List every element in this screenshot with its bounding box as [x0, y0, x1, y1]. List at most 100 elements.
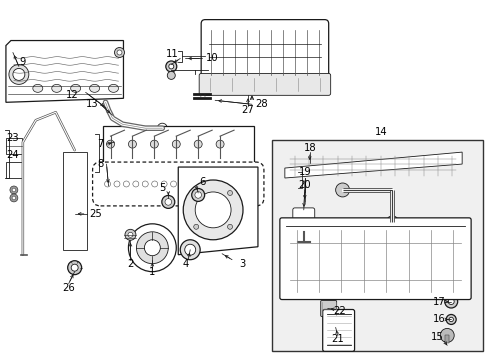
Circle shape	[237, 181, 243, 187]
Text: 9: 9	[20, 58, 26, 67]
Text: 14: 14	[375, 127, 388, 137]
Text: 13: 13	[86, 99, 99, 109]
Text: 27: 27	[242, 105, 254, 115]
Circle shape	[125, 229, 136, 240]
Circle shape	[157, 123, 167, 133]
Text: 17: 17	[433, 297, 445, 306]
Circle shape	[185, 244, 196, 255]
Circle shape	[180, 240, 200, 260]
Bar	[445, 336, 449, 343]
Circle shape	[227, 190, 233, 195]
Circle shape	[13, 68, 25, 80]
Bar	[102, 126, 254, 168]
Circle shape	[199, 181, 205, 187]
Circle shape	[445, 295, 458, 308]
Polygon shape	[6, 41, 123, 102]
Ellipse shape	[52, 84, 62, 92]
Text: 28: 28	[256, 99, 268, 109]
Circle shape	[446, 315, 456, 324]
Text: ⊟: ⊟	[199, 93, 205, 99]
Circle shape	[9, 64, 29, 84]
Text: 20: 20	[298, 180, 311, 190]
Circle shape	[194, 224, 199, 229]
FancyBboxPatch shape	[199, 73, 331, 95]
Circle shape	[449, 317, 453, 321]
Circle shape	[171, 181, 176, 187]
Circle shape	[192, 189, 205, 201]
Bar	[6, 138, 22, 154]
Ellipse shape	[33, 84, 43, 92]
Text: 16: 16	[433, 314, 445, 324]
FancyBboxPatch shape	[201, 20, 329, 84]
Circle shape	[216, 140, 224, 148]
Circle shape	[128, 224, 176, 272]
Text: 15: 15	[431, 332, 443, 342]
Circle shape	[440, 328, 454, 342]
Circle shape	[165, 199, 172, 205]
Circle shape	[104, 181, 111, 187]
Ellipse shape	[90, 84, 99, 92]
Circle shape	[246, 181, 252, 187]
Circle shape	[71, 264, 78, 271]
Ellipse shape	[108, 84, 119, 92]
Circle shape	[448, 298, 454, 305]
Circle shape	[227, 224, 233, 229]
Circle shape	[167, 71, 175, 80]
Circle shape	[387, 216, 398, 228]
FancyBboxPatch shape	[293, 208, 315, 234]
Circle shape	[190, 181, 196, 187]
Circle shape	[218, 181, 223, 187]
Text: 21: 21	[331, 334, 344, 345]
Circle shape	[136, 232, 168, 264]
Circle shape	[300, 234, 308, 242]
Circle shape	[194, 190, 199, 195]
Bar	[63, 152, 87, 250]
Text: 11: 11	[166, 49, 179, 59]
Bar	[6, 162, 22, 178]
Circle shape	[195, 192, 201, 198]
Circle shape	[10, 186, 18, 194]
Circle shape	[194, 140, 202, 148]
Text: 7: 7	[98, 139, 104, 149]
Text: 22: 22	[333, 306, 346, 316]
Text: 8: 8	[98, 159, 104, 169]
Text: 19: 19	[298, 167, 311, 177]
Circle shape	[227, 181, 233, 187]
Text: 5: 5	[159, 183, 166, 193]
Text: 24: 24	[6, 150, 19, 160]
Circle shape	[180, 181, 186, 187]
Circle shape	[12, 196, 16, 200]
Text: 18: 18	[303, 143, 316, 153]
Circle shape	[117, 50, 122, 55]
Circle shape	[150, 140, 158, 148]
Text: 25: 25	[89, 209, 102, 219]
Circle shape	[128, 232, 133, 237]
Text: 23: 23	[6, 133, 19, 143]
FancyBboxPatch shape	[280, 218, 471, 300]
Circle shape	[183, 180, 243, 240]
Circle shape	[169, 64, 174, 69]
Circle shape	[68, 261, 82, 275]
Circle shape	[115, 48, 124, 58]
Text: 6: 6	[199, 177, 205, 187]
Bar	[272, 140, 483, 351]
FancyBboxPatch shape	[323, 310, 355, 351]
Circle shape	[106, 140, 115, 148]
FancyBboxPatch shape	[321, 301, 337, 316]
Text: 4: 4	[182, 259, 188, 269]
Text: 26: 26	[62, 283, 75, 293]
Circle shape	[142, 181, 148, 187]
Circle shape	[145, 240, 160, 256]
Circle shape	[12, 188, 16, 192]
Text: 10: 10	[206, 54, 219, 63]
Text: 2: 2	[127, 259, 134, 269]
Text: 1: 1	[149, 267, 155, 276]
Circle shape	[10, 194, 18, 202]
Circle shape	[152, 181, 158, 187]
Circle shape	[162, 195, 175, 208]
Circle shape	[123, 181, 129, 187]
Polygon shape	[285, 152, 462, 178]
Circle shape	[195, 192, 231, 228]
Circle shape	[336, 183, 349, 197]
FancyBboxPatch shape	[93, 162, 264, 206]
